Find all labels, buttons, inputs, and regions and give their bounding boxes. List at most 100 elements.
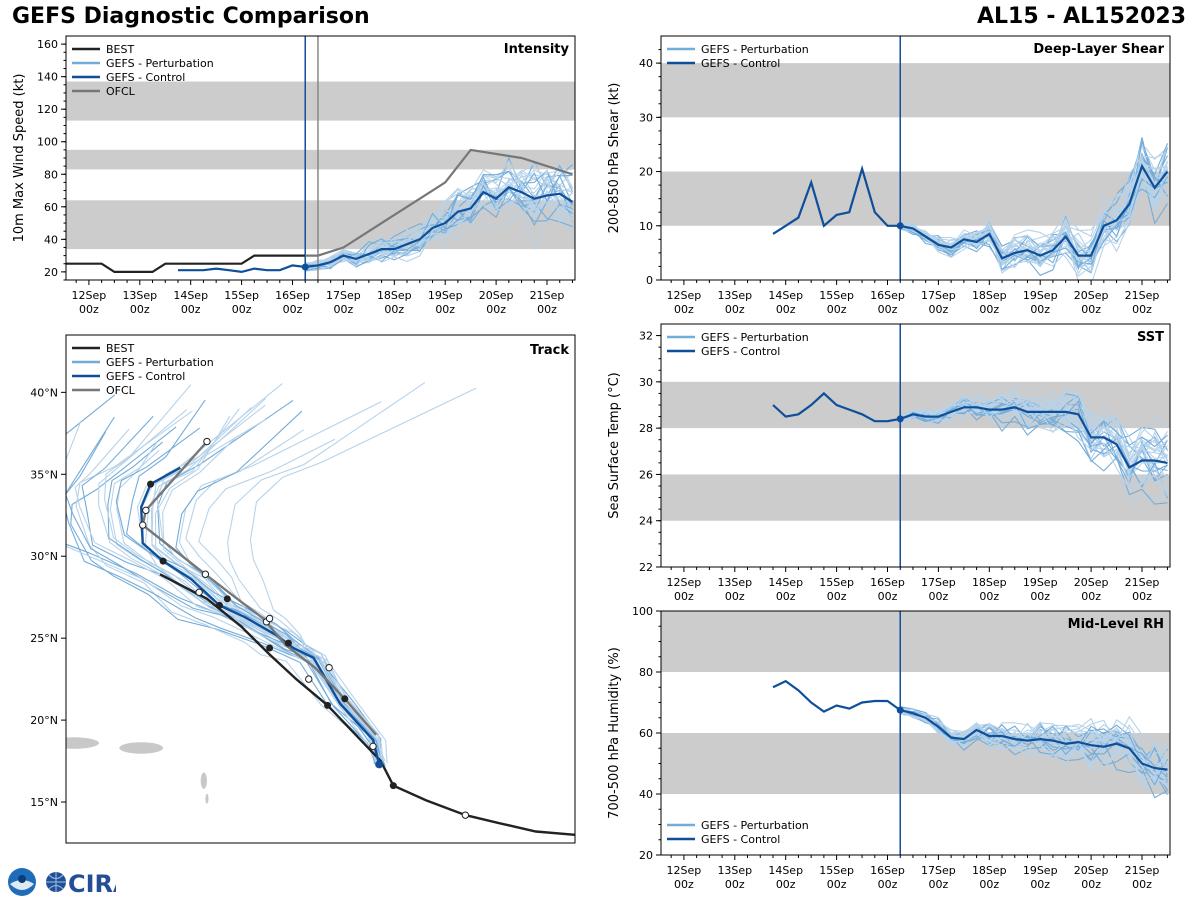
shade-band xyxy=(66,200,575,250)
x-tick-label: 00z xyxy=(283,303,303,316)
legend-label: OFCL xyxy=(106,384,136,397)
x-tick-label: 17Sep xyxy=(921,289,956,302)
x-tick-label: 12Sep xyxy=(667,289,702,302)
track-point-open xyxy=(139,521,147,529)
perturbation-track xyxy=(81,415,376,764)
track-point-open xyxy=(142,506,150,515)
x-tick-label: 00z xyxy=(130,303,150,316)
x-tick-label: 19Sep xyxy=(1023,289,1058,302)
plot-area xyxy=(661,324,1170,567)
y-tick-label: 10 xyxy=(639,220,653,233)
x-tick-label: 00z xyxy=(384,303,404,316)
plot-area xyxy=(661,611,1170,855)
y-tick-label: 80 xyxy=(44,168,58,181)
track-point xyxy=(223,595,231,603)
x-tick-label: 00z xyxy=(929,590,949,603)
x-tick-label: 00z xyxy=(929,303,949,316)
y-tick-label: 20 xyxy=(639,849,653,862)
x-tick-label: 16Sep xyxy=(870,289,905,302)
track-point-open xyxy=(461,811,470,819)
x-tick-label: 13Sep xyxy=(717,576,752,589)
track-point xyxy=(215,601,223,609)
track-point xyxy=(284,639,292,647)
track-point xyxy=(147,480,155,488)
track-point xyxy=(341,695,349,703)
perturbation-line xyxy=(899,707,1168,786)
x-tick-label: 00z xyxy=(1081,590,1101,603)
x-tick-label: 18Sep xyxy=(972,864,1007,877)
y-axis-label: Sea Surface Temp (°C) xyxy=(607,372,622,519)
y-tick-label: 40 xyxy=(44,233,58,246)
x-tick-label: 14Sep xyxy=(768,289,803,302)
shade-band xyxy=(661,611,1170,672)
x-tick-label: 00z xyxy=(725,303,745,316)
x-tick-label: 00z xyxy=(334,303,354,316)
panel-intensity: 2040608010012014016012Sep00z13Sep00z14Se… xyxy=(12,35,576,316)
x-tick-label: 00z xyxy=(1030,303,1050,316)
panel-title: SST xyxy=(1137,330,1164,345)
perturbation-line xyxy=(899,143,1168,255)
perturbation-track xyxy=(227,382,426,764)
x-tick-label: 00z xyxy=(776,878,796,891)
x-tick-label: 12Sep xyxy=(72,289,107,302)
x-tick-label: 19Sep xyxy=(1023,576,1058,589)
legend-label: OFCL xyxy=(106,85,136,98)
panel-title: Track xyxy=(530,343,569,358)
shade-band xyxy=(66,81,575,121)
legend-label: BEST xyxy=(106,43,134,56)
x-tick-label: 00z xyxy=(827,878,847,891)
x-tick-label: 00z xyxy=(181,303,201,316)
x-tick-label: 18Sep xyxy=(972,289,1007,302)
lat-tick-label: 40°N xyxy=(30,386,58,399)
x-tick-label: 16Sep xyxy=(870,576,905,589)
analysis-point xyxy=(896,222,904,230)
x-tick-label: 16Sep xyxy=(275,289,310,302)
y-axis-label: 700-500 hPa Humidity (%) xyxy=(607,647,622,819)
x-tick-label: 00z xyxy=(725,590,745,603)
x-tick-label: 13Sep xyxy=(717,289,752,302)
shade-band xyxy=(661,474,1170,521)
track-best xyxy=(159,573,575,836)
x-tick-label: 21Sep xyxy=(1125,289,1160,302)
y-tick-label: 22 xyxy=(639,561,653,574)
x-tick-label: 00z xyxy=(1132,878,1152,891)
perturbation-line xyxy=(899,178,1168,270)
legend-label: GEFS - Control xyxy=(701,833,780,846)
x-tick-label: 00z xyxy=(1081,878,1101,891)
y-tick-label: 30 xyxy=(639,376,653,389)
perturbation-line xyxy=(900,705,1168,786)
x-tick-label: 00z xyxy=(979,303,999,316)
panel-title: Deep-Layer Shear xyxy=(1033,42,1164,57)
x-tick-label: 00z xyxy=(1132,303,1152,316)
cira-text: CIRA xyxy=(68,870,116,898)
track-start-point xyxy=(375,760,384,769)
plot-area xyxy=(66,36,575,280)
axes-frame xyxy=(65,334,576,844)
x-tick-label: 00z xyxy=(1132,590,1152,603)
x-tick-label: 15Sep xyxy=(819,576,854,589)
perturbation-track xyxy=(116,441,378,765)
x-tick-label: 00z xyxy=(979,590,999,603)
perturbation-line xyxy=(305,186,573,269)
y-tick-label: 30 xyxy=(639,111,653,124)
x-tick-label: 19Sep xyxy=(1023,864,1058,877)
x-tick-label: 15Sep xyxy=(819,864,854,877)
x-tick-label: 15Sep xyxy=(819,289,854,302)
track-point-open xyxy=(325,663,333,672)
legend-label: GEFS - Perturbation xyxy=(106,57,214,70)
legend-label: BEST xyxy=(106,342,134,355)
panel-shear: 01020304012Sep00z13Sep00z14Sep00z15Sep00… xyxy=(607,35,1171,316)
storm-id: AL15 - AL152023 xyxy=(977,4,1186,29)
x-tick-label: 12Sep xyxy=(667,576,702,589)
x-tick-label: 00z xyxy=(725,878,745,891)
track-point-open xyxy=(195,588,203,596)
perturbation-line xyxy=(899,392,1168,486)
series-gefs-control xyxy=(178,186,574,274)
perturbation-track xyxy=(66,431,380,765)
legend-label: GEFS - Perturbation xyxy=(701,819,809,832)
perturbation-track xyxy=(104,384,383,765)
x-tick-label: 00z xyxy=(776,590,796,603)
x-tick-label: 00z xyxy=(674,303,694,316)
